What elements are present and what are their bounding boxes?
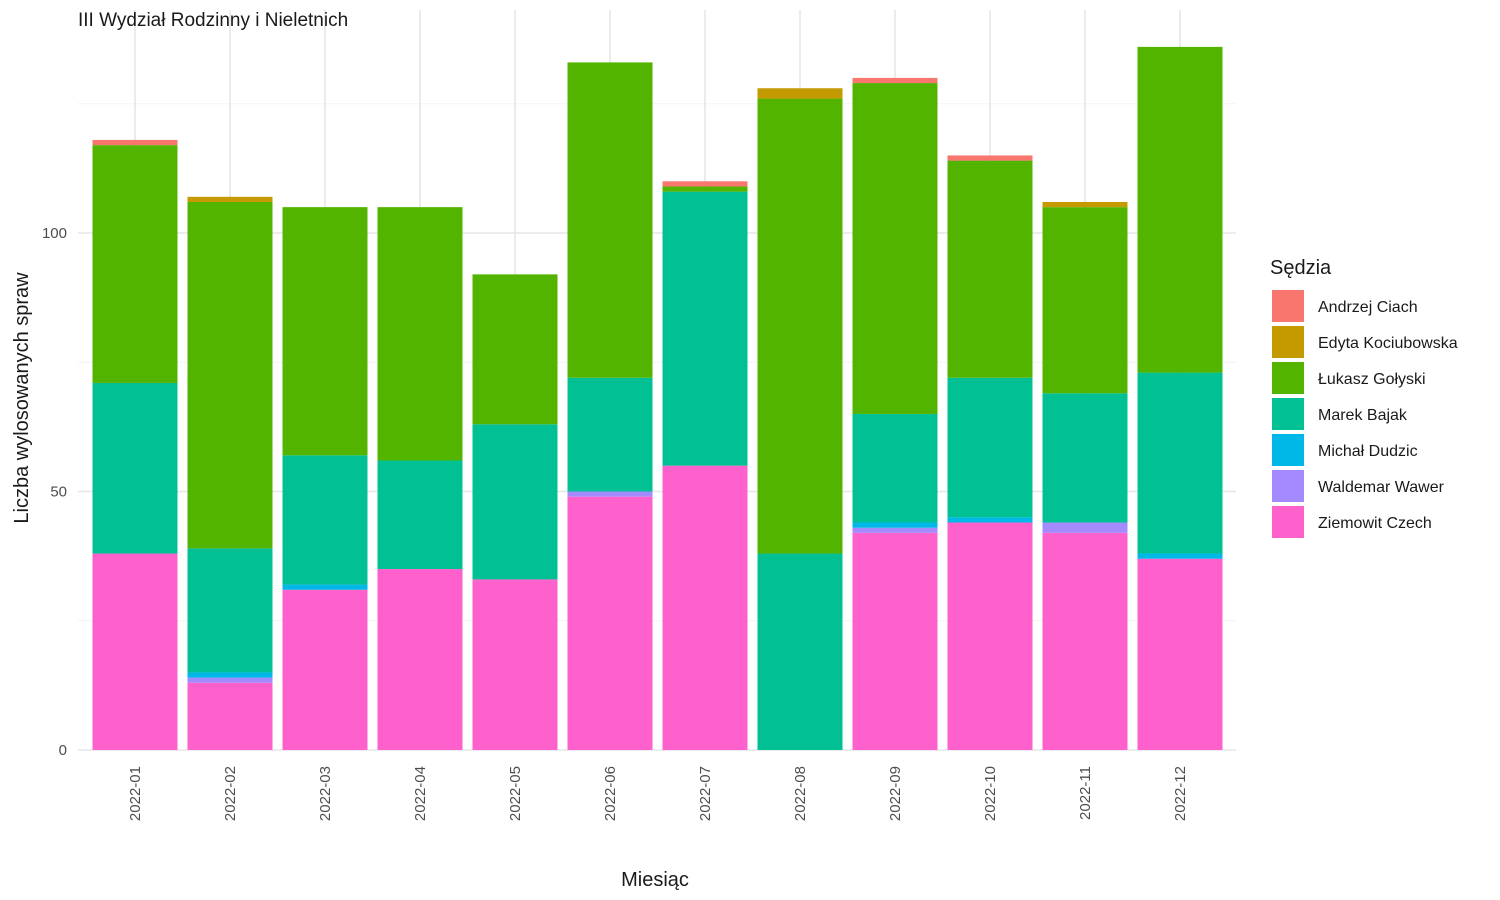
bar-segment-ziemowit-czech (377, 569, 463, 750)
legend-swatch (1272, 470, 1304, 502)
bar-segment-marek-bajak (852, 413, 938, 523)
bar-segment-ziemowit-czech (947, 522, 1033, 750)
bar-segment-andrzej-ciach (947, 155, 1033, 161)
bar-segment-waldemar-wawer (1042, 522, 1128, 533)
x-tick-label: 2022-07 (697, 766, 714, 821)
legend: Sędzia Andrzej Ciach Edyta Kociubowska Łuk… (1270, 257, 1458, 538)
legend-swatch (1272, 506, 1304, 538)
bar-segment-lukasz-golyski (377, 207, 463, 461)
bar-segment-edyta-kociubowska (187, 196, 273, 202)
bar-segment-marek-bajak (1042, 393, 1128, 523)
legend-label: Waldemar Wawer (1318, 479, 1445, 496)
x-tick-label: 2022-10 (982, 766, 999, 821)
bar-segment-marek-bajak (282, 455, 368, 585)
x-tick-label: 2022-03 (317, 766, 334, 821)
bar-segment-ziemowit-czech (282, 589, 368, 750)
legend-title: Sędzia (1270, 257, 1332, 279)
bar-segment-ziemowit-czech (472, 579, 558, 750)
bar-segment-lukasz-golyski (662, 186, 748, 192)
bar-segment-ziemowit-czech (852, 532, 938, 750)
bar-segment-ziemowit-czech (92, 553, 178, 750)
bar-segment-ziemowit-czech (567, 496, 653, 750)
y-tick-label: 100 (42, 225, 67, 242)
x-axis-title: Miesiąc (621, 869, 689, 891)
bar-segment-marek-bajak (92, 382, 178, 554)
bar-segment-ziemowit-czech (1042, 532, 1128, 750)
legend-label: Michał Dudzic (1318, 443, 1418, 460)
bar-segment-marek-bajak (1137, 372, 1223, 554)
legend-label: Andrzej Ciach (1318, 299, 1418, 316)
y-axis-title: Liczba wylosowanych spraw (11, 272, 33, 524)
bar-segment-michal-dudzic (1137, 553, 1223, 559)
bar-segment-michal-dudzic (852, 522, 938, 528)
bar-segment-marek-bajak (187, 548, 273, 673)
bar-segment-michal-dudzic (947, 517, 1033, 523)
bar-segment-marek-bajak (662, 191, 748, 466)
legend-label: Edyta Kociubowska (1318, 335, 1458, 352)
x-tick-label: 2022-09 (887, 766, 904, 821)
x-tick-label: 2022-05 (507, 766, 524, 821)
bar-segment-andrzej-ciach (852, 77, 938, 84)
bar-segment-ziemowit-czech (662, 465, 748, 750)
bar-segment-marek-bajak (947, 377, 1033, 518)
legend-swatch (1272, 362, 1304, 394)
x-tick-label: 2022-12 (1172, 766, 1189, 821)
legend-label: Ziemowit Czech (1318, 515, 1432, 532)
bar-segment-lukasz-golyski (567, 62, 653, 378)
bar-segment-lukasz-golyski (757, 98, 843, 554)
x-axis-ticks: 2022-01 2022-02 2022-03 2022-04 2022-05 2022-… (127, 766, 1189, 821)
bar-segment-lukasz-golyski (472, 274, 558, 425)
bar-segment-andrzej-ciach (662, 181, 748, 187)
bar-segment-waldemar-wawer (567, 491, 653, 497)
bar-segment-lukasz-golyski (1042, 207, 1128, 394)
bar-segment-michal-dudzic (187, 672, 273, 678)
legend-swatch (1272, 326, 1304, 358)
y-axis-ticks: 0 50 100 (42, 225, 67, 759)
bar-segment-waldemar-wawer (187, 677, 273, 683)
bar-segment-lukasz-golyski (92, 145, 178, 383)
legend-label: Marek Bajak (1318, 407, 1408, 424)
bar-segment-lukasz-golyski (1137, 46, 1223, 373)
x-tick-label: 2022-08 (792, 766, 809, 821)
bar-segment-marek-bajak (757, 553, 843, 750)
x-tick-label: 2022-04 (412, 766, 429, 821)
y-tick-label: 0 (59, 742, 67, 759)
bar-segment-andrzej-ciach (92, 139, 178, 146)
bar-segment-lukasz-golyski (947, 160, 1033, 378)
chart-title: III Wydział Rodzinny i Nieletnich (78, 10, 348, 31)
bars (92, 46, 1223, 750)
x-tick-label: 2022-11 (1077, 766, 1094, 820)
bar-segment-edyta-kociubowska (1042, 201, 1128, 208)
bar-segment-ziemowit-czech (187, 682, 273, 750)
x-tick-label: 2022-02 (222, 766, 239, 821)
bar-segment-lukasz-golyski (852, 83, 938, 414)
bar-segment-lukasz-golyski (187, 201, 273, 549)
bar-segment-lukasz-golyski (282, 207, 368, 456)
y-tick-label: 50 (50, 484, 67, 501)
bar-segment-marek-bajak (377, 460, 463, 570)
bar-segment-waldemar-wawer (852, 527, 938, 533)
legend-label: Łukasz Gołyski (1318, 371, 1426, 388)
legend-swatch (1272, 290, 1304, 322)
legend-swatch (1272, 434, 1304, 466)
x-tick-label: 2022-06 (602, 766, 619, 821)
bar-segment-marek-bajak (472, 424, 558, 580)
bar-segment-edyta-kociubowska (757, 88, 843, 99)
bar-segment-marek-bajak (567, 377, 653, 492)
x-tick-label: 2022-01 (127, 766, 144, 821)
legend-swatch (1272, 398, 1304, 430)
bar-segment-michal-dudzic (282, 584, 368, 590)
bar-segment-ziemowit-czech (1137, 558, 1223, 750)
